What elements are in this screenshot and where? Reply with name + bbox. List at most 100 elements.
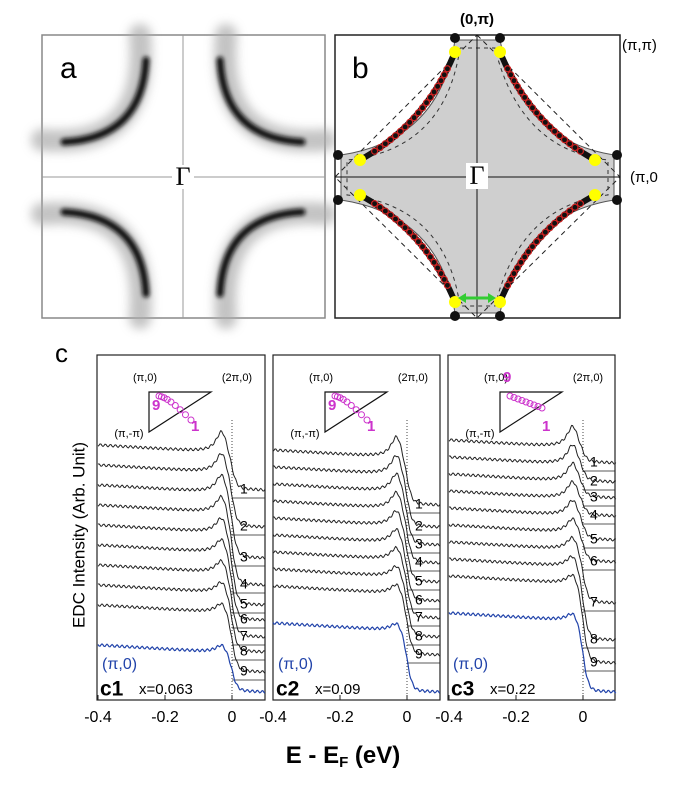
x-tick-label: -0.2 — [326, 709, 354, 726]
data-point — [528, 104, 537, 112]
data-point — [546, 123, 554, 131]
inset-label: (2π,0) — [222, 372, 252, 384]
data-point — [434, 264, 442, 272]
data-point — [566, 207, 574, 215]
data-point — [422, 248, 431, 256]
data-point — [381, 140, 389, 148]
data-point — [406, 228, 414, 236]
node-point — [494, 296, 506, 308]
edc-curve — [272, 545, 441, 620]
data-point — [430, 88, 438, 96]
node-point — [449, 296, 461, 308]
curve-label: 3 — [240, 549, 248, 565]
data-point — [418, 104, 427, 112]
edge-point — [612, 150, 622, 160]
edc-curve — [272, 583, 441, 657]
node-point — [354, 189, 366, 201]
curve-label: 6 — [240, 611, 248, 627]
curve-label: 9 — [590, 654, 598, 670]
data-point — [560, 211, 569, 219]
inset-index: 9 — [503, 369, 511, 386]
data-point — [551, 219, 559, 227]
subpanel-label: c3 — [451, 678, 474, 701]
inset-label: (π,-π) — [290, 428, 319, 440]
edc-curve — [97, 453, 265, 529]
edc-curve — [272, 565, 440, 639]
edc-curve — [448, 611, 617, 694]
inset-point — [187, 416, 195, 424]
edge-point — [495, 311, 505, 321]
data-point — [571, 143, 579, 152]
edc-curve — [272, 510, 440, 584]
curve-label: 2 — [240, 518, 248, 534]
inset-label: (π,-π) — [114, 428, 143, 440]
data-point — [414, 238, 422, 246]
panel-b: b Γ (0,π) (π,π) (π,0 — [333, 11, 658, 321]
data-point — [560, 136, 569, 144]
curve-label: 9 — [240, 663, 248, 679]
data-point — [426, 253, 434, 261]
curve-label: 5 — [590, 531, 598, 547]
node-point — [589, 154, 601, 166]
inset-point — [530, 401, 538, 409]
curve-label: 1 — [240, 481, 248, 497]
inset-point — [506, 392, 514, 400]
node-point — [449, 46, 461, 58]
data-point — [410, 233, 418, 241]
curve-label: 3 — [415, 536, 423, 552]
curve-label: 8 — [590, 631, 598, 647]
edc-curve — [97, 581, 265, 654]
gamma-label: Γ — [175, 162, 190, 191]
data-point — [576, 200, 585, 208]
data-point — [414, 109, 422, 117]
edge-point — [333, 195, 343, 205]
subpanel-frame — [96, 354, 266, 701]
data-point — [370, 200, 379, 208]
data-point — [507, 71, 515, 79]
data-point — [381, 207, 389, 215]
x-axis-label-main: E - E — [286, 742, 339, 769]
x-tick-label: -0.4 — [435, 709, 463, 726]
inset-point — [171, 401, 179, 409]
data-point — [517, 88, 525, 96]
inset-point — [514, 395, 522, 403]
inset-index: 9 — [328, 397, 336, 414]
data-point — [434, 82, 442, 90]
data-point — [555, 132, 564, 140]
x-tick-label: -0.2 — [502, 709, 530, 726]
edc-curve — [448, 444, 616, 484]
k-label: (π,π) — [622, 37, 657, 54]
curve-label: 2 — [590, 473, 598, 489]
data-point — [437, 269, 445, 278]
edge-point — [333, 150, 343, 160]
edc-curve — [448, 480, 617, 518]
x-tick-label: 0 — [579, 709, 588, 726]
inset-point — [347, 401, 355, 409]
subpanel: 1 2 3 4 5 67 8 9 (π,0) (2π,0) (π,-π) 9 1 (π,0) c2 x=0.0… — [259, 354, 441, 726]
data-point — [533, 109, 541, 117]
inset-triangle — [499, 391, 565, 434]
curve-label: 9 — [415, 646, 423, 662]
data-point — [510, 77, 518, 85]
inset-point — [534, 403, 542, 410]
data-point — [396, 219, 404, 227]
inset-point — [518, 397, 526, 404]
label-backdrop — [172, 165, 194, 189]
curve-label: 5 — [415, 573, 423, 589]
data-point — [376, 203, 384, 211]
inset-triangle — [324, 391, 390, 434]
curve-label: 4 — [590, 507, 598, 523]
data-point — [370, 147, 379, 155]
data-point — [521, 253, 529, 261]
subpanel-label: c2 — [276, 678, 299, 701]
edc-curve — [272, 621, 441, 694]
curve-label: 5 — [240, 596, 248, 612]
edc-curve — [97, 558, 266, 639]
edc-curve — [448, 499, 616, 542]
data-point — [426, 93, 434, 101]
edc-curve — [272, 528, 441, 603]
k-label: (0,π) — [460, 11, 494, 28]
edc-curve — [448, 535, 617, 605]
inset-triangle — [148, 391, 214, 434]
